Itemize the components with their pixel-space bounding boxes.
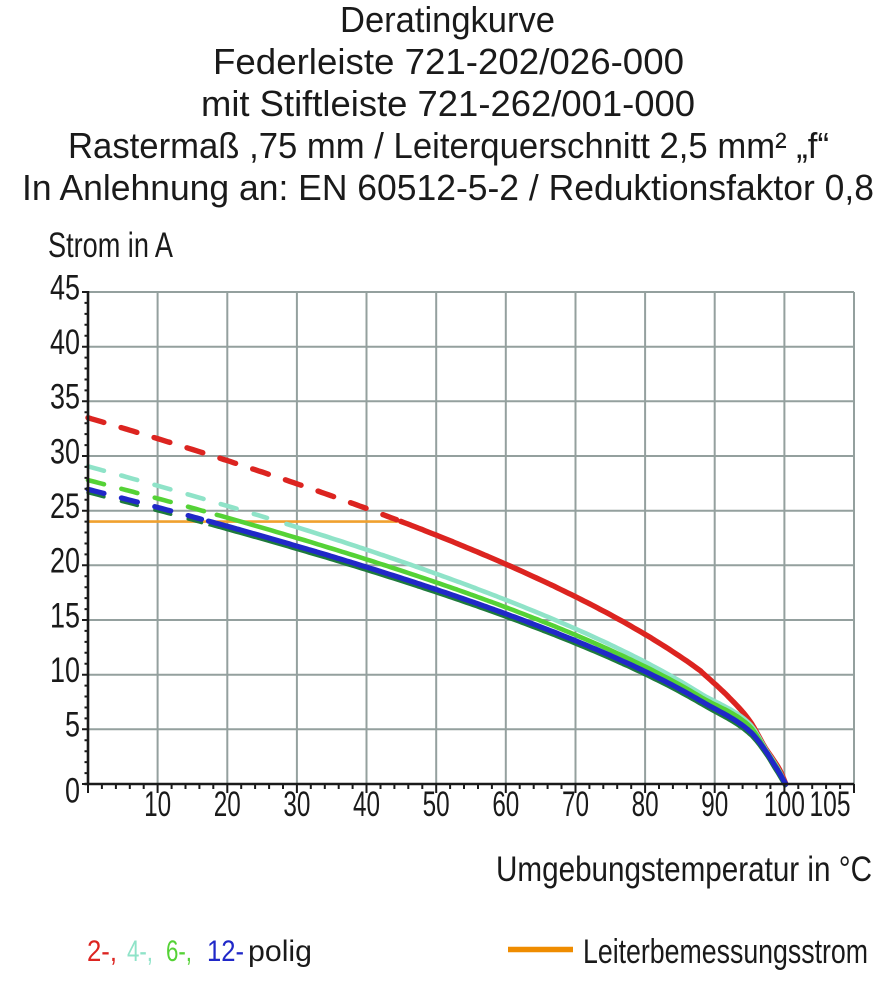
svg-text:45: 45 (50, 268, 80, 307)
svg-text:20: 20 (50, 542, 80, 581)
svg-text:4-,: 4-, (127, 935, 153, 968)
svg-text:80: 80 (632, 785, 659, 824)
svg-text:6-,: 6-, (166, 935, 192, 968)
svg-text:12-: 12- (207, 935, 244, 968)
svg-text:Strom in A: Strom in A (48, 226, 174, 265)
svg-text:25: 25 (50, 487, 80, 526)
svg-text:35: 35 (50, 378, 80, 417)
svg-text:Leiterbemessungsstrom: Leiterbemessungsstrom (583, 933, 868, 971)
svg-text:105: 105 (810, 785, 851, 824)
svg-text:40: 40 (50, 323, 80, 362)
svg-text:20: 20 (214, 785, 241, 824)
svg-text:30: 30 (50, 432, 80, 471)
svg-text:30: 30 (283, 785, 310, 824)
svg-text:100: 100 (764, 785, 805, 824)
svg-text:mit Stiftleiste 721-262/001-00: mit Stiftleiste 721-262/001-000 (201, 83, 695, 124)
svg-text:0: 0 (65, 771, 80, 810)
svg-text:polig: polig (248, 935, 312, 968)
svg-text:2-,: 2-, (87, 935, 117, 968)
svg-text:Rastermaß ,75 mm / Leiterquers: Rastermaß ,75 mm / Leiterquerschnitt 2,5… (68, 125, 829, 166)
svg-text:Umgebungstemperatur in °C: Umgebungstemperatur in °C (496, 850, 872, 889)
svg-text:90: 90 (701, 785, 728, 824)
svg-text:60: 60 (492, 785, 519, 824)
svg-text:Federleiste 721-202/026-000: Federleiste 721-202/026-000 (213, 41, 684, 82)
svg-text:5: 5 (65, 706, 80, 745)
svg-text:50: 50 (423, 785, 450, 824)
svg-text:10: 10 (144, 785, 171, 824)
svg-text:70: 70 (562, 785, 589, 824)
svg-text:10: 10 (50, 651, 80, 690)
svg-text:Deratingkurve: Deratingkurve (340, 0, 555, 40)
svg-text:40: 40 (353, 785, 380, 824)
svg-text:15: 15 (50, 596, 80, 635)
svg-text:In Anlehnung an: EN 60512-5-2: In Anlehnung an: EN 60512-5-2 / Reduktio… (22, 167, 874, 208)
